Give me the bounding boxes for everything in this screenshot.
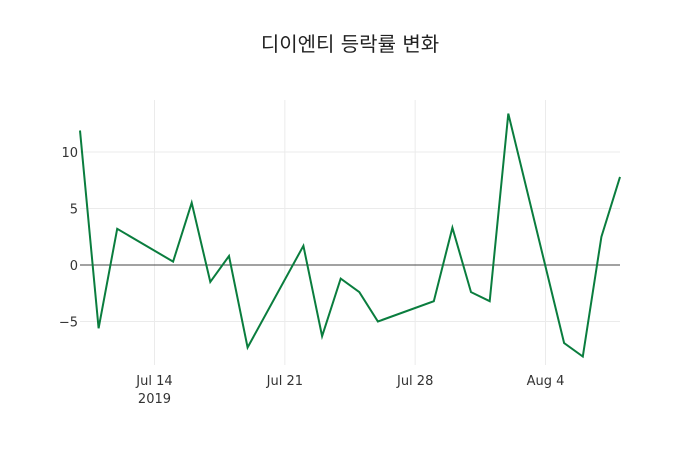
x-tick-label: Aug 4 [527, 374, 565, 389]
x-axis-ticks: Jul 14 2019 Jul 21 Jul 28 Aug 4 [135, 374, 564, 407]
y-tick-label: 10 [61, 146, 78, 161]
x-tick-label: Jul 28 [396, 374, 433, 389]
y-tick-label: −5 [59, 316, 78, 331]
x-tick-year-label: 2019 [138, 392, 171, 407]
series-line [79, 113, 621, 359]
x-tick-label: Jul 14 [135, 374, 172, 389]
chart-title: 디이엔티 등락률 변화 [260, 32, 440, 56]
y-tick-label: 0 [70, 259, 78, 274]
y-tick-label: 5 [70, 203, 78, 218]
gridlines [80, 100, 620, 365]
y-axis-ticks: 10 5 0 −5 [59, 146, 78, 331]
x-tick-label: Jul 21 [266, 374, 303, 389]
